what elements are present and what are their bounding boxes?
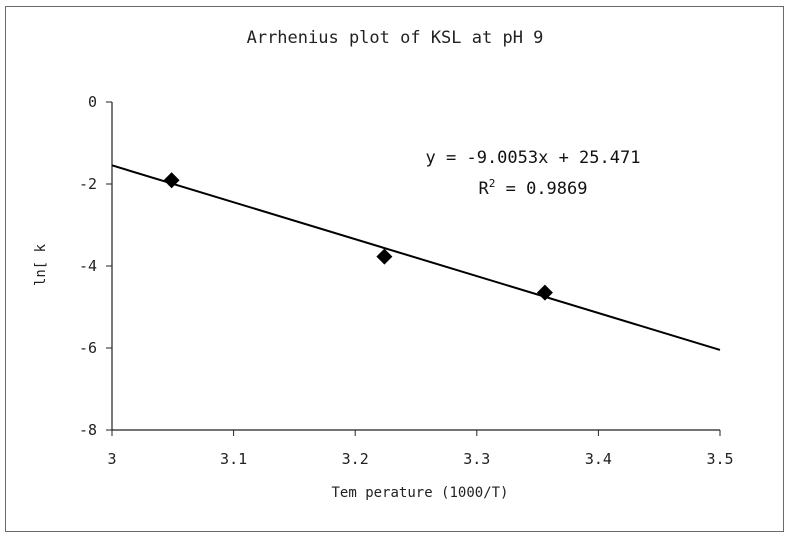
chart-frame: [5, 6, 784, 532]
y-tick-label: -4: [79, 257, 97, 275]
y-axis-label: ln[ k: [33, 243, 49, 286]
y-tick-label: -2: [79, 175, 97, 193]
y-tick-label: -8: [79, 421, 97, 439]
trendline-r-squared: R2 = 0.9869: [479, 177, 588, 199]
data-point: [163, 172, 180, 189]
x-tick-label: 3.5: [706, 450, 733, 468]
trendline-equation: y = -9.0053x + 25.471: [426, 148, 641, 168]
data-point: [536, 284, 553, 301]
x-tick-label: 3.2: [342, 450, 369, 468]
x-tick-label: 3.3: [463, 450, 490, 468]
y-tick-label: -6: [79, 339, 97, 357]
x-tick-label: 3.4: [585, 450, 612, 468]
r2-prefix: R: [479, 179, 490, 199]
plot-area: 0 -2 -4 -6 -8 3 3.1 3.2 3.3 3.4 3.5: [79, 93, 734, 468]
chart-title: Arrhenius plot of KSL at pH 9: [247, 28, 544, 48]
r2-superscript: 2: [489, 177, 496, 190]
x-tick-label: 3.1: [220, 450, 247, 468]
x-axis-label: Tem perature (1000/T): [331, 485, 508, 501]
data-point: [376, 248, 393, 265]
r2-value: = 0.9869: [495, 179, 587, 199]
x-tick-label: 3: [107, 450, 116, 468]
y-tick-label: 0: [88, 93, 97, 111]
trendline: [111, 164, 721, 351]
